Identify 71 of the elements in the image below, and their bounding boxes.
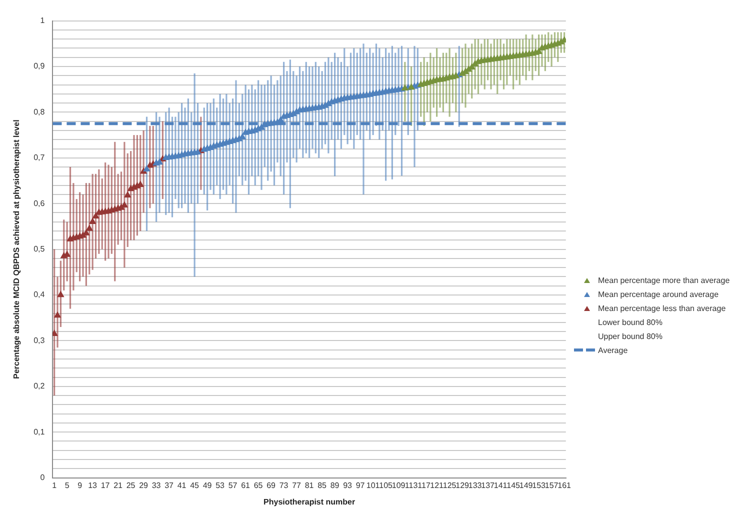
x-tick-label: 85 bbox=[318, 480, 328, 490]
x-tick-label: 133 bbox=[468, 480, 482, 490]
x-tick-label: 41 bbox=[177, 480, 187, 490]
x-tick-label: 45 bbox=[190, 480, 200, 490]
x-tick-label: 69 bbox=[266, 480, 276, 490]
x-tick-label: 81 bbox=[304, 480, 314, 490]
x-tick-label: 125 bbox=[442, 480, 457, 490]
point bbox=[92, 212, 100, 218]
x-tick-label: 65 bbox=[254, 480, 264, 490]
y-axis-title: Percentage absolute MCID QBPDS achieved at physiotherapist level bbox=[12, 120, 22, 379]
point bbox=[124, 192, 131, 198]
y-tick-label: 0 bbox=[40, 473, 46, 482]
y-tick-label: 0,3 bbox=[34, 336, 46, 345]
x-tick-label: 93 bbox=[343, 480, 353, 490]
x-tick-label: 61 bbox=[241, 480, 251, 490]
legend-label: Average bbox=[598, 346, 628, 354]
y-tick-label: 0,9 bbox=[34, 62, 46, 71]
x-tick-label: 49 bbox=[202, 480, 212, 490]
x-tick-label: 9 bbox=[78, 480, 83, 490]
x-tick-label: 89 bbox=[330, 480, 340, 490]
x-tick-label: 77 bbox=[292, 480, 302, 490]
y-tick-label: 0,7 bbox=[34, 153, 46, 162]
x-tick-label: 33 bbox=[152, 480, 162, 490]
point bbox=[137, 181, 144, 187]
x-tick-label: 121 bbox=[430, 480, 444, 490]
x-tick-label: 29 bbox=[139, 480, 149, 490]
x-tick-label: 157 bbox=[544, 480, 559, 490]
x-axis-title: Physiotherapist number bbox=[264, 497, 356, 506]
x-tick-label: 161 bbox=[558, 480, 572, 490]
x-tick-label: 97 bbox=[356, 480, 366, 490]
x-tick-label: 17 bbox=[100, 480, 110, 490]
x-tick-label: 13 bbox=[88, 480, 98, 490]
point bbox=[57, 291, 64, 298]
point bbox=[402, 84, 408, 91]
x-tick-label: 101 bbox=[366, 480, 380, 490]
y-tick-label: 0,1 bbox=[34, 427, 46, 436]
text: Upper bound 80% bbox=[598, 332, 662, 340]
x-tick-label: 145 bbox=[506, 480, 521, 490]
x-tick-label: 117 bbox=[418, 480, 431, 490]
y-tick-label: 1 bbox=[40, 16, 46, 26]
x-tick-label: 137 bbox=[481, 480, 496, 490]
point bbox=[121, 202, 128, 208]
x-tick-label: 113 bbox=[404, 480, 418, 490]
y-tick-label: 0,2 bbox=[34, 382, 46, 391]
point bbox=[52, 330, 58, 336]
x-tick-label: 73 bbox=[279, 480, 289, 490]
x-tick-label: 37 bbox=[164, 480, 174, 490]
y-tick-label: 0,4 bbox=[34, 290, 46, 300]
point bbox=[54, 312, 61, 318]
x-tick-label: 153 bbox=[532, 480, 546, 490]
x-tick-label: 1 bbox=[52, 480, 58, 490]
y-tick-label: 0,8 bbox=[34, 107, 46, 116]
x-tick-label: 141 bbox=[494, 480, 508, 490]
legend-label: Mean percentage more than average bbox=[598, 276, 730, 284]
point bbox=[408, 84, 415, 90]
point bbox=[89, 218, 96, 224]
point bbox=[86, 225, 93, 231]
x-tick-label: 5 bbox=[64, 480, 70, 490]
x-tick-label: 25 bbox=[126, 480, 136, 490]
x-tick-label: 149 bbox=[519, 480, 534, 490]
x-tick-label: 105 bbox=[379, 480, 394, 490]
text: Lower bound 80% bbox=[598, 318, 662, 326]
x-tick-label: 129 bbox=[456, 480, 470, 490]
y-tick-label: 0,5 bbox=[34, 244, 46, 254]
legend-label: Mean percentage around average bbox=[598, 290, 719, 298]
legend-label: Mean percentage less than average bbox=[598, 304, 726, 312]
y-tick-label: 0,6 bbox=[34, 198, 46, 208]
x-tick-label: 57 bbox=[228, 480, 238, 490]
x-tick-label: 21 bbox=[114, 480, 124, 490]
x-tick-label: 53 bbox=[216, 480, 226, 490]
x-tick-label: 109 bbox=[392, 480, 406, 490]
